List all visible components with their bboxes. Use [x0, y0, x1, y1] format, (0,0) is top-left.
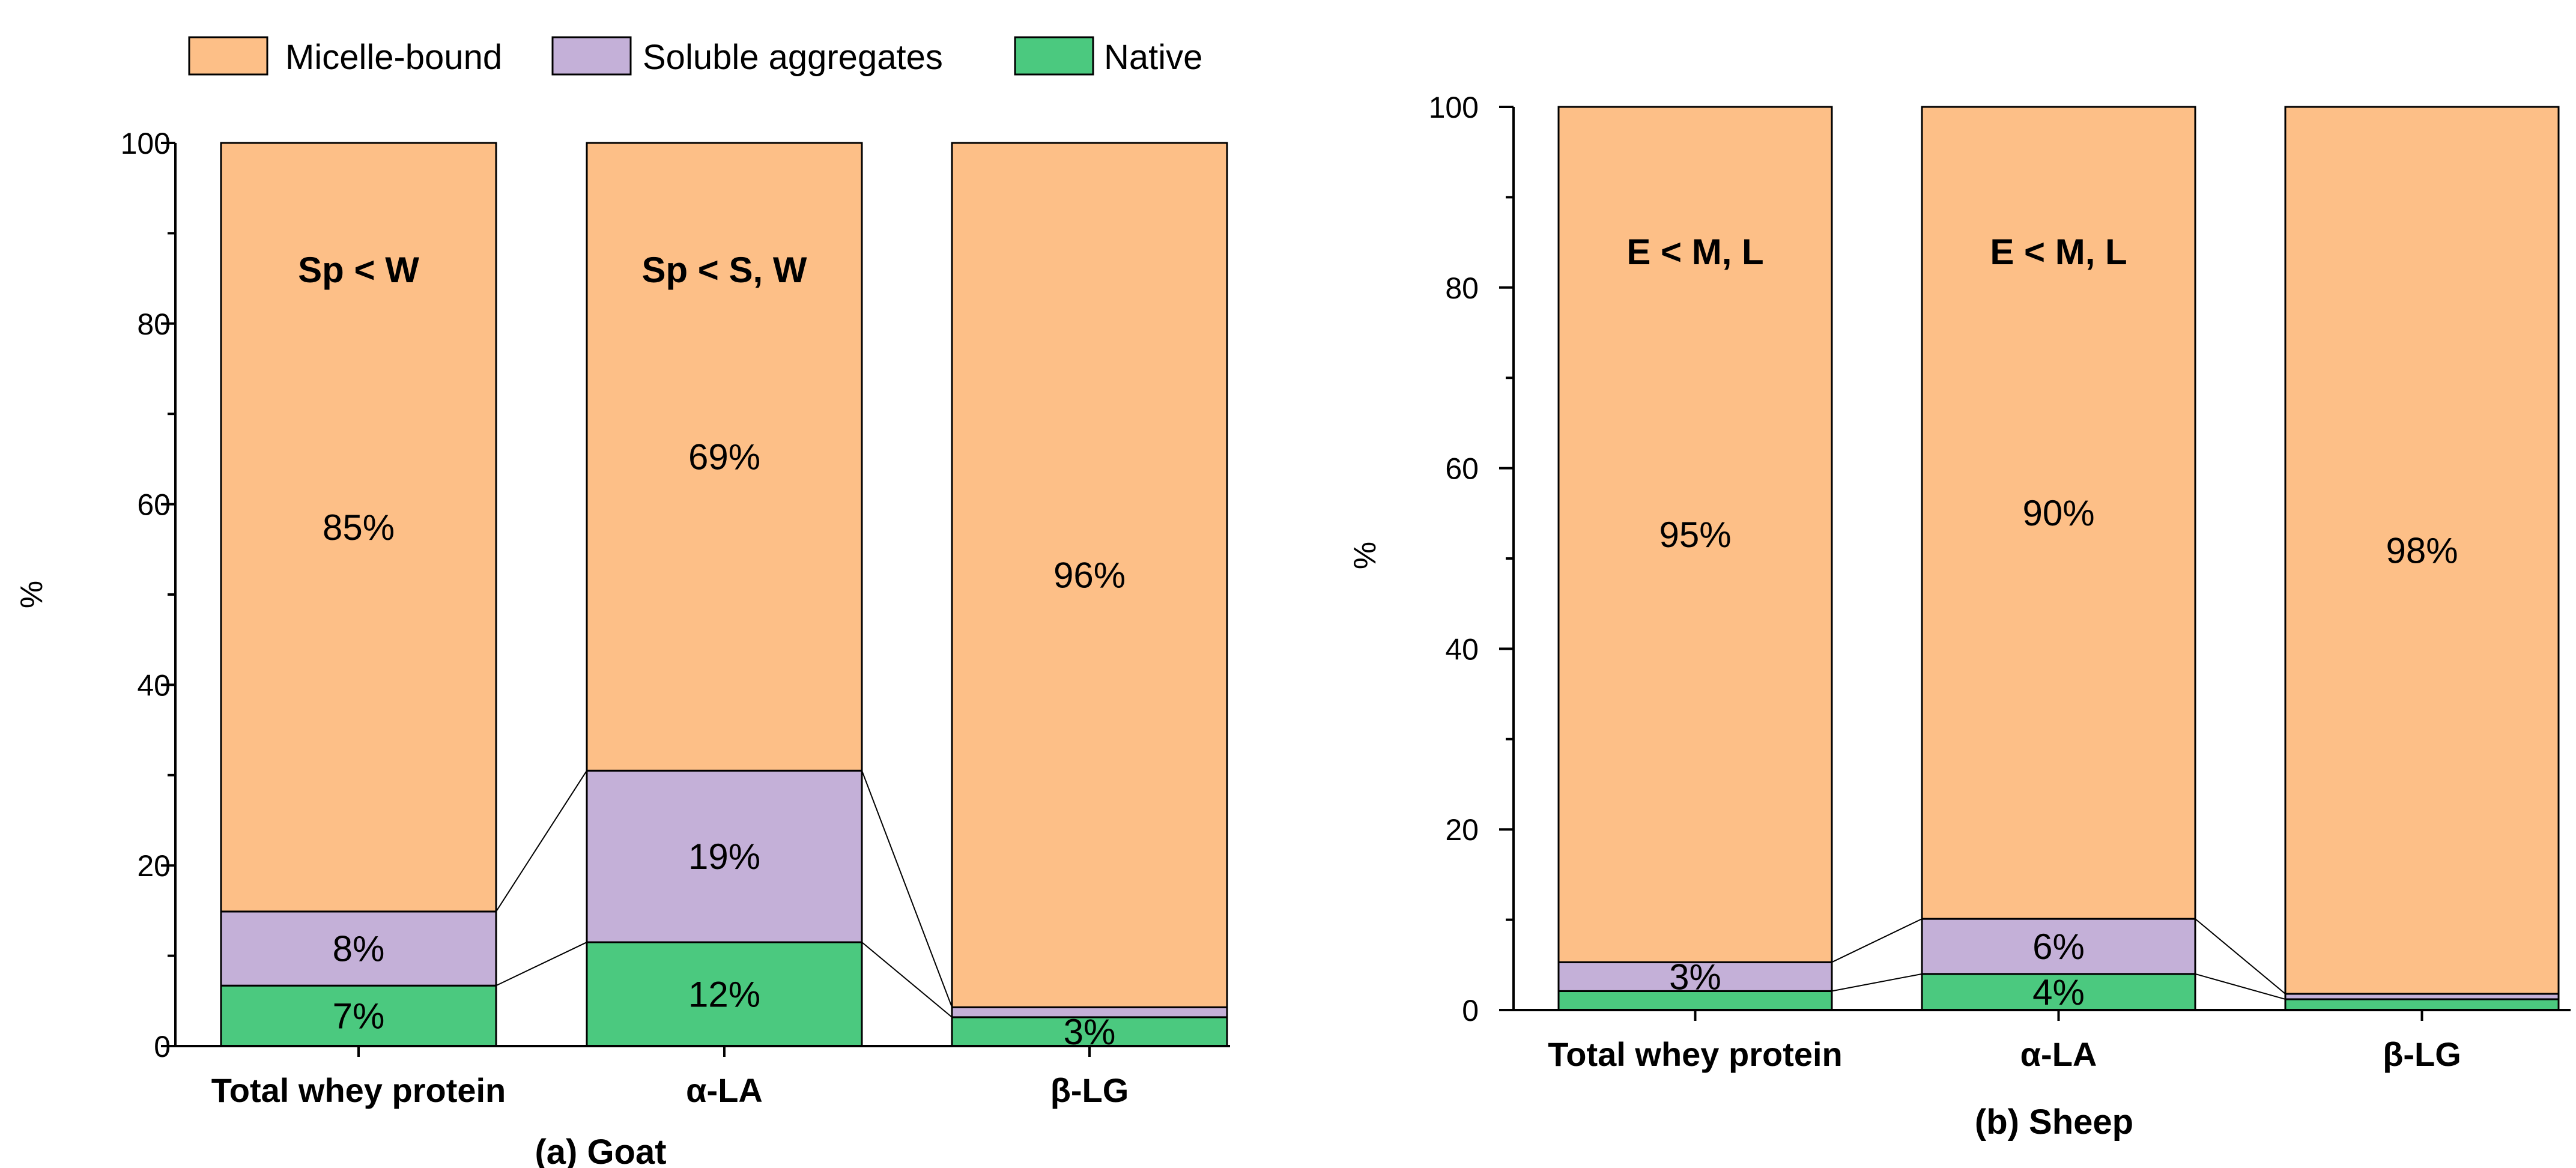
bar-segment: [2284, 106, 2560, 995]
data-label: 19%: [688, 837, 760, 877]
data-label: 6%: [2032, 927, 2085, 967]
significance-annotation: Sp < S, W: [641, 250, 807, 290]
data-label: 12%: [688, 975, 760, 1015]
legend-swatch-native: [1014, 36, 1094, 76]
data-label: 3%: [1669, 957, 1721, 997]
x-category-label: β-LG: [2383, 1035, 2461, 1073]
x-category-label: Total whey protein: [211, 1071, 506, 1109]
y-tick-label: 60: [137, 488, 171, 522]
significance-annotation: E < M, L: [1626, 232, 1763, 272]
legend-label-native: Native: [1104, 38, 1202, 77]
y-axis-title: %: [1348, 542, 1383, 569]
data-label: 85%: [323, 507, 395, 548]
x-category-label: β-LG: [1050, 1071, 1129, 1109]
data-label: 90%: [2022, 493, 2094, 533]
data-label: 69%: [688, 437, 760, 477]
x-category-label: α-LA: [2020, 1035, 2097, 1073]
y-tick-label: 0: [1462, 994, 1479, 1027]
x-category-label: Total whey protein: [1548, 1035, 1843, 1073]
y-tick-label: 20: [137, 849, 171, 883]
connector-line: [1831, 973, 1923, 992]
connector-line: [861, 942, 953, 1018]
connector-line: [496, 942, 587, 987]
bar-segment: [2284, 998, 2560, 1011]
y-tick-label: 20: [1445, 813, 1479, 847]
data-label: 4%: [2032, 972, 2085, 1012]
legend-label-soluble-aggregates: Soluble aggregates: [643, 38, 943, 77]
bar-segment: [586, 142, 863, 772]
bar-segment: [220, 984, 497, 1047]
panel-sheep: 3% 95% 4% 6% 90% 98% E < M, L E < M, L 0 20 40 60 80…: [1348, 91, 2571, 1142]
panel-goat: 7%8%85%12%19%69%3%96%Sp < W Sp < S, W0204…: [14, 127, 1230, 1168]
y-tick-label: 80: [137, 307, 171, 341]
y-tick-label: 40: [137, 668, 171, 702]
y-tick-label: 0: [154, 1030, 171, 1064]
connector-line: [2195, 918, 2286, 994]
panel-caption: (a) Goat: [535, 1133, 666, 1168]
significance-annotation: Sp < W: [298, 250, 419, 290]
connector-line: [2195, 973, 2286, 1000]
data-label: 95%: [1659, 515, 1731, 555]
data-label: 96%: [1053, 555, 1126, 596]
data-label: 8%: [333, 929, 385, 969]
x-category-label: α-LA: [686, 1071, 763, 1109]
panel-caption: (b) Sheep: [1975, 1103, 2133, 1142]
y-tick-label: 40: [1445, 632, 1479, 666]
data-label: 98%: [2386, 530, 2458, 570]
bar-segment: [220, 910, 497, 987]
significance-annotation: E < M, L: [1990, 232, 2127, 272]
legend-swatch-micelle-bound: [188, 36, 268, 76]
legend-label-micelle-bound: Micelle-bound: [285, 38, 502, 77]
bar-segment: [1921, 106, 2196, 920]
data-label: 7%: [333, 996, 385, 1036]
legend: Micelle-bound Soluble aggregates Native: [188, 36, 1202, 77]
y-tick-label: 100: [1429, 91, 1479, 124]
connector-line: [496, 770, 587, 912]
connector-line: [861, 770, 953, 1008]
bar-segment: [586, 941, 863, 1047]
bar-segment: [220, 142, 497, 913]
bar-segment: [1557, 106, 1833, 963]
y-tick-label: 100: [121, 127, 171, 160]
bar-segment: [951, 142, 1228, 1008]
legend-swatch-soluble-aggregates: [551, 36, 632, 76]
y-tick-label: 80: [1445, 271, 1479, 305]
bar-segment: [586, 769, 863, 943]
bar-segment: [1921, 918, 2196, 975]
y-axis-title: %: [14, 581, 49, 608]
connector-line: [1831, 918, 1923, 963]
bar-segment: [1921, 973, 2196, 1011]
y-tick-label: 60: [1445, 452, 1479, 486]
